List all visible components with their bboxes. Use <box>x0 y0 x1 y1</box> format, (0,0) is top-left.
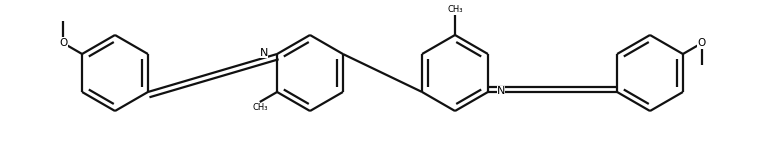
Text: N: N <box>259 48 268 58</box>
Text: CH₃: CH₃ <box>448 5 463 14</box>
Text: CH₃: CH₃ <box>252 103 268 112</box>
Text: O: O <box>698 38 706 48</box>
Text: O: O <box>59 38 67 48</box>
Text: N: N <box>497 86 506 96</box>
